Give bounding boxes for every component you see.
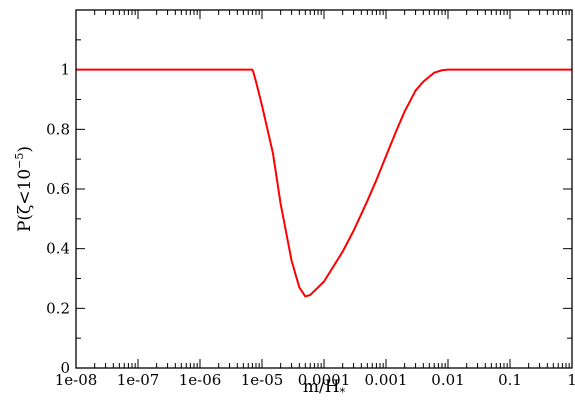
x-tick-label: 0.001	[365, 371, 408, 389]
y-axis-label-main: P(ζ<10	[15, 169, 35, 232]
x-axis-label: m/H*	[303, 377, 346, 399]
y-axis-label-superscript: −5	[13, 153, 26, 169]
y-axis-label-close: )	[15, 146, 35, 153]
x-tick-label: 0.1	[498, 371, 522, 389]
y-axis-label: P(ζ<10−5)	[13, 146, 35, 232]
plot-frame	[75, 9, 573, 369]
y-tick-label: 0	[60, 359, 70, 377]
axis-ticks	[75, 10, 573, 369]
x-tick-label: 1e-07	[117, 371, 160, 389]
x-tick-label: 0.01	[431, 371, 464, 389]
x-tick-label: 1	[567, 371, 575, 389]
x-axis-label-subscript: *	[340, 386, 346, 399]
x-tick-label: 1e-05	[241, 371, 284, 389]
series-line	[76, 68, 572, 298]
x-tick-label: 1e-06	[179, 371, 222, 389]
y-tick-label: 0.4	[46, 240, 70, 258]
x-axis-label-main: m/H	[303, 377, 340, 397]
y-tick-label: 1	[60, 61, 70, 79]
x-tick-label: 0.0001	[298, 371, 351, 389]
axis-tick-labels: 1e-08 1e-07 1e-06 1e-05 0.0001 0.001 0.01 0.1 1 0…	[46, 61, 575, 389]
series-group	[76, 68, 572, 298]
y-tick-label: 0.2	[46, 299, 70, 317]
y-tick-label: 0.8	[46, 120, 70, 138]
y-tick-label: 0.6	[46, 180, 70, 198]
x-tick-label: 1e-08	[55, 371, 98, 389]
